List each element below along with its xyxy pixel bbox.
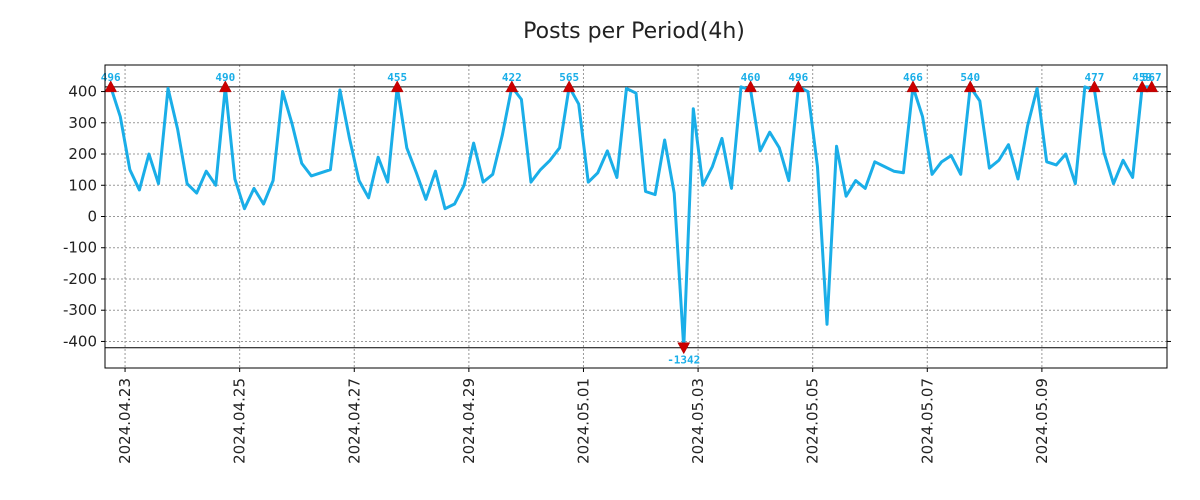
trough-label: -1342	[667, 354, 700, 367]
y-tick-label: 300	[68, 114, 97, 132]
peak-label: 540	[960, 71, 980, 84]
peak-marker	[1087, 80, 1101, 93]
peak-marker	[1145, 80, 1159, 93]
peak-label: 490	[215, 71, 235, 84]
peak-label: 496	[101, 71, 121, 84]
y-tick-label: -100	[63, 239, 97, 257]
x-tick-label: 2024.05.07	[918, 378, 936, 464]
trough-marker	[677, 342, 691, 355]
x-tick-label: 2024.05.03	[689, 378, 707, 464]
peak-label: 567	[1142, 71, 1162, 84]
y-tick-label: 200	[68, 145, 97, 163]
peak-marker	[963, 80, 977, 93]
y-tick-label: 100	[68, 176, 97, 194]
peak-label: 565	[559, 71, 579, 84]
peak-marker	[1135, 80, 1149, 93]
plot-frame	[104, 64, 1168, 369]
peak-marker	[906, 80, 920, 93]
y-tick-label: -400	[63, 332, 97, 350]
grid-layer	[105, 65, 1167, 368]
peak-marker	[791, 80, 805, 93]
x-tick-label: 2024.05.05	[804, 378, 822, 464]
x-tick-label: 2024.04.23	[116, 378, 134, 464]
peak-marker	[390, 80, 404, 93]
peak-markers: 496 490 455 422 565 -1342 460 496 466 540 477 45956…	[101, 71, 1162, 367]
x-axis-ticks: 2024.04.23 2024.04.25 2024.04.27 2024.04.29…	[116, 368, 1051, 464]
x-tick-label: 2024.04.25	[231, 378, 249, 464]
y-tick-label: -200	[63, 270, 97, 288]
peak-label: 496	[788, 71, 808, 84]
peak-label: 466	[903, 71, 923, 84]
peak-marker	[104, 80, 118, 93]
x-tick-label: 2024.04.27	[345, 378, 363, 464]
peak-label: 422	[502, 71, 522, 84]
x-tick-label: 2024.05.01	[574, 378, 592, 464]
peak-marker	[744, 80, 758, 93]
peak-marker	[562, 80, 576, 93]
y-tick-label: 0	[87, 208, 97, 226]
peak-label: 459	[1132, 71, 1152, 84]
series-layer	[109, 85, 1154, 350]
peak-label: 477	[1084, 71, 1104, 84]
y-tick-label: -300	[63, 301, 97, 319]
chart-title: Posts per Period(4h)	[523, 19, 745, 44]
y-axis-ticks: 400 300 200 100 0 -100 -200 -300 -400	[63, 83, 1171, 350]
x-tick-label: 2024.05.09	[1033, 378, 1051, 464]
peak-label: 460	[741, 71, 761, 84]
peak-label: 455	[387, 71, 407, 84]
x-tick-label: 2024.04.29	[460, 378, 478, 464]
y-tick-label: 400	[68, 83, 97, 101]
peak-marker	[218, 80, 232, 93]
clip-lines	[105, 86, 1167, 349]
peak-marker	[505, 80, 519, 93]
series-line	[109, 85, 1154, 350]
